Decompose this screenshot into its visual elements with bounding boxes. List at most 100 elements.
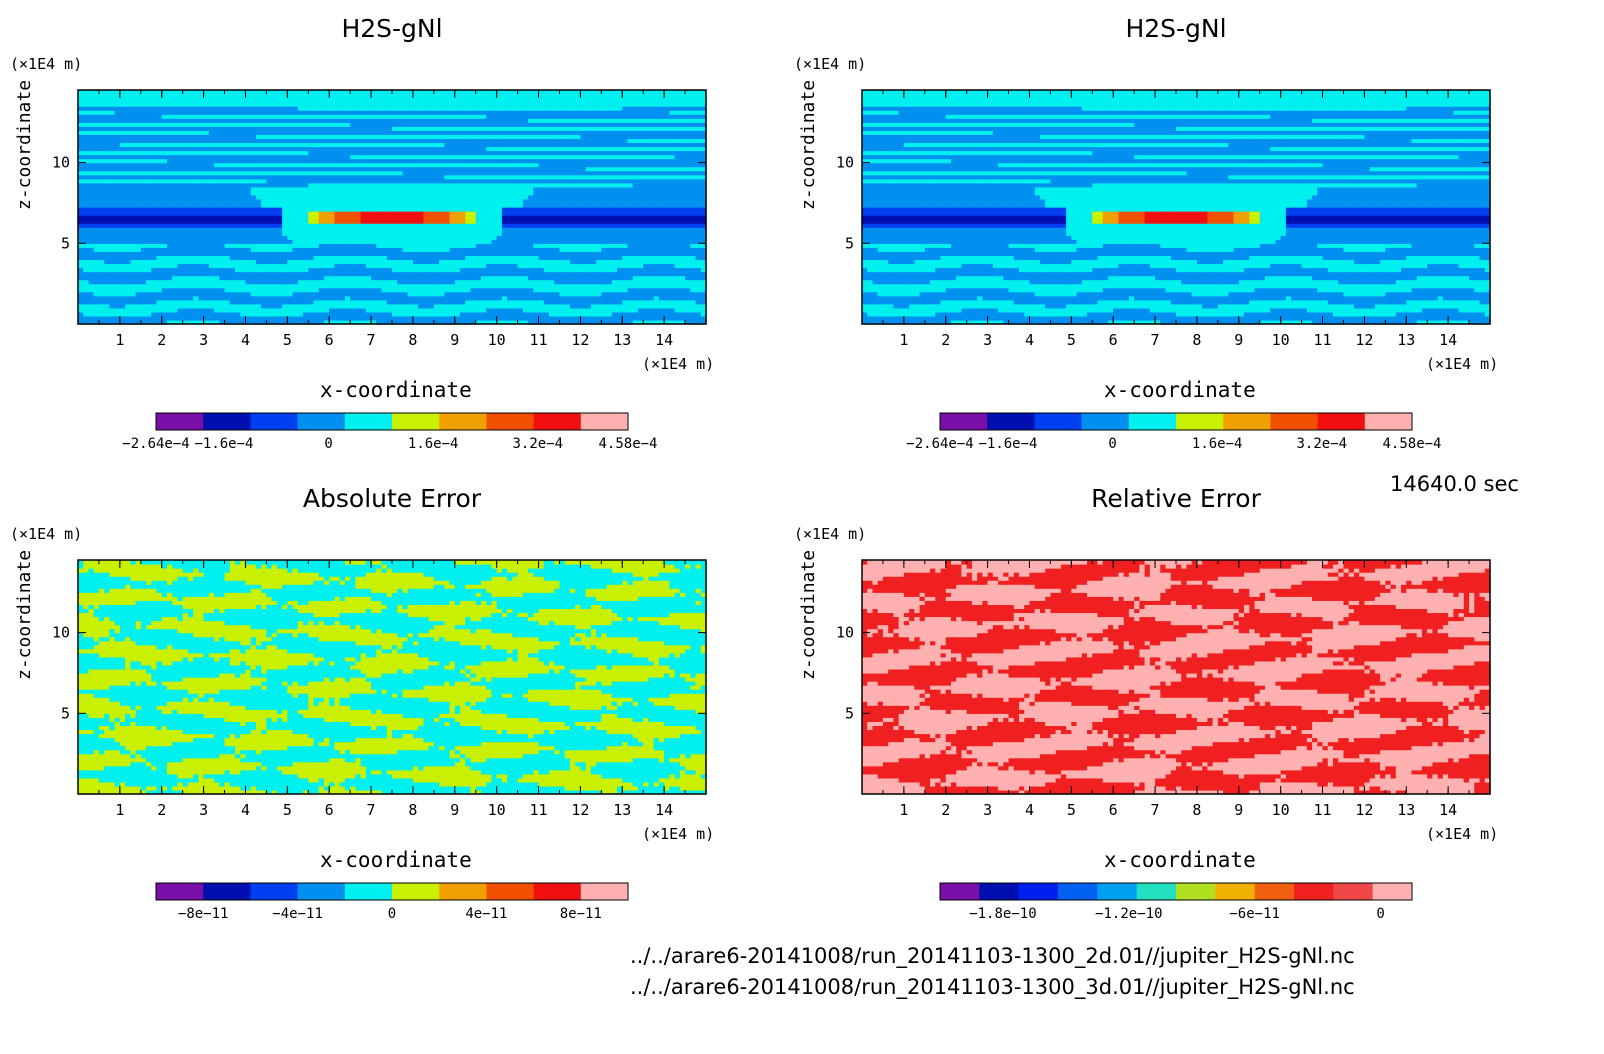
contour-cell (88, 182, 95, 188)
contour-cell (465, 198, 472, 204)
contour-cell (140, 259, 147, 265)
contour-cell (392, 174, 398, 180)
contour-cell (261, 243, 267, 248)
contour-cell (580, 271, 587, 277)
contour-cell (658, 279, 665, 285)
contour-cell (339, 303, 346, 309)
contour-cell (460, 198, 466, 204)
contour-cell (214, 307, 220, 313)
contour-cell (439, 299, 445, 305)
contour-cell (580, 202, 587, 208)
contour-cell (371, 291, 377, 297)
contour-cell (235, 198, 241, 204)
contour-cell (475, 263, 482, 269)
contour-cell (88, 166, 95, 172)
contour-cell (700, 263, 707, 269)
contour-cell (674, 251, 681, 257)
contour-cell (203, 182, 210, 188)
contour-cell (177, 259, 184, 265)
contour-cell (412, 174, 419, 180)
contour-cell (475, 211, 482, 216)
contour-cell (219, 170, 226, 176)
contour-cell (528, 315, 534, 321)
contour-cell (695, 275, 702, 281)
contour-cell (198, 198, 205, 204)
contour-cell (632, 178, 639, 184)
contour-cell (93, 186, 100, 192)
contour-cell (486, 207, 493, 212)
contour-cell (575, 263, 581, 269)
contour-cell (208, 307, 215, 313)
contour-cell (554, 251, 561, 257)
contour-cell (632, 223, 639, 228)
contour-cell (224, 231, 231, 236)
contour-cell (193, 182, 199, 188)
contour-cell (229, 219, 236, 224)
contour-cell (224, 162, 231, 168)
contour-cell (177, 219, 184, 224)
contour-cell (240, 243, 247, 248)
contour-cell (161, 219, 168, 224)
contour-cell (360, 303, 367, 309)
contour-cell (229, 178, 236, 184)
contour-cell (151, 319, 158, 325)
contour-cell (658, 190, 665, 196)
contour-cell (590, 271, 597, 277)
contour-cell (496, 182, 503, 188)
contour-cell (674, 295, 681, 301)
contour-cell (146, 227, 152, 232)
contour-cell (229, 295, 236, 301)
contour-cell (538, 202, 545, 208)
contour-cell (648, 283, 655, 289)
contour-cell (203, 166, 210, 172)
contour-cell (669, 295, 676, 301)
contour-cell (313, 263, 320, 269)
contour-cell (135, 287, 142, 293)
contour-cell (329, 239, 336, 244)
contour-cell (271, 307, 278, 313)
contour-cell (135, 154, 142, 160)
contour-cell (418, 207, 424, 212)
contour-cell (386, 211, 393, 216)
contour-cell (444, 174, 451, 180)
contour-cell (559, 307, 566, 313)
contour-cell (360, 291, 367, 297)
contour-cell (679, 271, 686, 277)
contour-cell (240, 271, 247, 277)
contour-cell (119, 182, 126, 188)
contour-cell (88, 267, 95, 273)
contour-cell (282, 303, 288, 309)
contour-cell (491, 202, 498, 208)
contour-cell (130, 267, 137, 273)
contour-cell (119, 271, 126, 277)
contour-cell (397, 182, 404, 188)
contour-cell (449, 215, 456, 220)
contour-cell (496, 243, 503, 248)
contour-cell (323, 174, 330, 180)
contour-cell (229, 211, 236, 216)
contour-cell (501, 239, 508, 244)
contour-cell (156, 158, 163, 164)
contour-cell (276, 223, 283, 228)
contour-cell (585, 190, 592, 196)
contour-cell (428, 267, 435, 273)
contour-cell (83, 307, 90, 313)
contour-cell (172, 295, 179, 301)
contour-cell (98, 263, 105, 269)
contour-cell (412, 243, 419, 248)
contour-cell (224, 291, 231, 297)
contour-cell (344, 259, 351, 265)
contour-cell (297, 178, 304, 184)
contour-cell (104, 259, 110, 265)
contour-cell (78, 303, 84, 309)
contour-cell (318, 202, 325, 208)
contour-cell (344, 178, 351, 184)
contour-cell (653, 158, 660, 164)
contour-cell (517, 178, 524, 184)
contour-cell (219, 275, 226, 281)
contour-cell (470, 178, 477, 184)
contour-cell (392, 186, 398, 192)
contour-cell (664, 267, 670, 273)
contour-cell (423, 182, 430, 188)
contour-cell (78, 154, 84, 160)
